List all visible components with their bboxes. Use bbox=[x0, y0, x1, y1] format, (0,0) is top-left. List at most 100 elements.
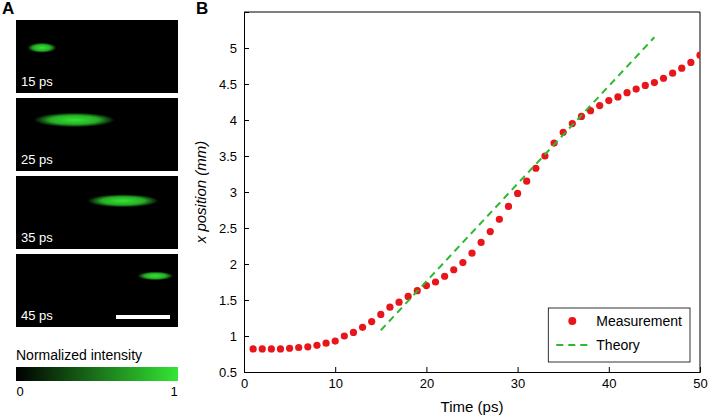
tick: 3 bbox=[230, 185, 249, 200]
x-axis-title: Time (ps) bbox=[441, 398, 504, 415]
data-point bbox=[596, 102, 603, 109]
data-point bbox=[514, 190, 521, 197]
tick-label: 0 bbox=[241, 376, 248, 391]
data-point bbox=[286, 345, 293, 352]
data-point bbox=[432, 278, 439, 285]
tick-mark bbox=[426, 367, 427, 372]
data-point bbox=[487, 228, 494, 235]
tick-label: 1 bbox=[230, 329, 237, 344]
data-point bbox=[696, 52, 700, 59]
data-point bbox=[341, 332, 348, 339]
tick: 2 bbox=[230, 257, 249, 272]
tick-label: 0.5 bbox=[219, 365, 237, 380]
data-point bbox=[441, 273, 448, 280]
tick-label: 50 bbox=[693, 376, 707, 391]
data-point bbox=[496, 216, 503, 223]
tick-mark bbox=[244, 192, 249, 193]
tick-mark bbox=[244, 156, 249, 157]
tick: 0.5 bbox=[219, 365, 249, 380]
data-point bbox=[313, 342, 320, 349]
frame-background bbox=[16, 20, 178, 93]
tick: 3.5 bbox=[219, 149, 249, 164]
tick: 1 bbox=[230, 329, 249, 344]
data-point bbox=[395, 299, 402, 306]
tick-label: 10 bbox=[328, 376, 342, 391]
tick-label: 30 bbox=[511, 376, 525, 391]
tick-mark bbox=[244, 372, 249, 373]
figure: A15 ps25 ps35 ps 45 ps Normalized intensit… bbox=[0, 0, 714, 420]
tick-label: 4.5 bbox=[219, 77, 237, 92]
tick: 40 bbox=[602, 367, 616, 391]
data-point bbox=[678, 65, 685, 72]
legend-box bbox=[548, 308, 690, 362]
data-point bbox=[277, 345, 284, 352]
legend-key bbox=[568, 317, 576, 325]
tick-label: 1.5 bbox=[219, 293, 237, 308]
data-point bbox=[368, 318, 375, 325]
plot-area bbox=[250, 37, 700, 352]
tick-label: 40 bbox=[602, 376, 616, 391]
frame-line bbox=[700, 12, 701, 372]
tick-mark bbox=[244, 336, 249, 337]
y-axis: 0.5 1 1.5 2 2.5 3 3.5 4 4.5 5 bbox=[219, 13, 249, 380]
tick: 5 bbox=[230, 41, 249, 56]
x-axis: 0 10 20 30 40 50 bbox=[241, 367, 708, 391]
colorbar-title: Normalized intensity bbox=[16, 347, 142, 363]
data-point bbox=[322, 340, 329, 347]
data-point bbox=[250, 345, 257, 352]
tick-mark bbox=[244, 120, 249, 121]
data-point bbox=[295, 344, 302, 351]
data-point bbox=[350, 329, 357, 336]
panel-letter: A bbox=[2, 0, 14, 18]
frame-label: 45 ps bbox=[21, 308, 53, 323]
frame-line bbox=[244, 12, 700, 13]
tick-label: 3.5 bbox=[219, 149, 237, 164]
signal-streak bbox=[27, 43, 56, 53]
tick-mark bbox=[244, 48, 249, 49]
tick: 2.5 bbox=[219, 221, 249, 236]
data-point bbox=[505, 203, 512, 210]
tick-label: 3 bbox=[230, 185, 237, 200]
data-point bbox=[623, 89, 630, 96]
data-point bbox=[386, 304, 393, 311]
axis-line bbox=[245, 367, 701, 373]
tick-mark bbox=[518, 367, 519, 372]
data-point bbox=[651, 79, 658, 86]
data-point bbox=[405, 293, 412, 300]
legend-label: Measurement bbox=[596, 313, 682, 329]
tick-label: 4 bbox=[230, 113, 237, 128]
data-point bbox=[478, 239, 485, 246]
image-frame: 35 ps bbox=[16, 176, 178, 249]
data-point bbox=[633, 85, 640, 92]
tick: 20 bbox=[420, 367, 434, 391]
legend-item: Measurement bbox=[568, 313, 682, 329]
data-point bbox=[459, 259, 466, 266]
axis-line bbox=[245, 13, 250, 373]
data-point bbox=[614, 93, 621, 100]
data-point bbox=[605, 97, 612, 104]
plot-background bbox=[244, 12, 700, 372]
tick: 30 bbox=[511, 367, 525, 391]
legend: Measurement Theory bbox=[548, 308, 690, 362]
image-frame: 45 ps bbox=[16, 254, 178, 327]
data-point bbox=[268, 345, 275, 352]
scale-bar bbox=[116, 315, 170, 319]
data-point bbox=[687, 59, 694, 66]
data-point bbox=[660, 75, 667, 82]
image-frame: 25 ps bbox=[16, 98, 178, 171]
signal-streak bbox=[34, 113, 115, 128]
legend-label: Theory bbox=[596, 337, 640, 353]
data-point bbox=[450, 266, 457, 273]
data-point bbox=[377, 311, 384, 318]
tick-mark bbox=[609, 367, 610, 372]
tick: 1.5 bbox=[219, 293, 249, 308]
data-point bbox=[359, 324, 366, 331]
tick-label: 5 bbox=[230, 41, 237, 56]
series-line bbox=[381, 37, 655, 330]
panel-letter: B bbox=[196, 0, 208, 18]
colorbar-tick-label: 1 bbox=[170, 384, 177, 399]
frame-background bbox=[16, 254, 178, 327]
image-frame: 15 ps bbox=[16, 20, 178, 93]
signal-streak bbox=[138, 272, 174, 281]
frame-background bbox=[16, 176, 178, 249]
